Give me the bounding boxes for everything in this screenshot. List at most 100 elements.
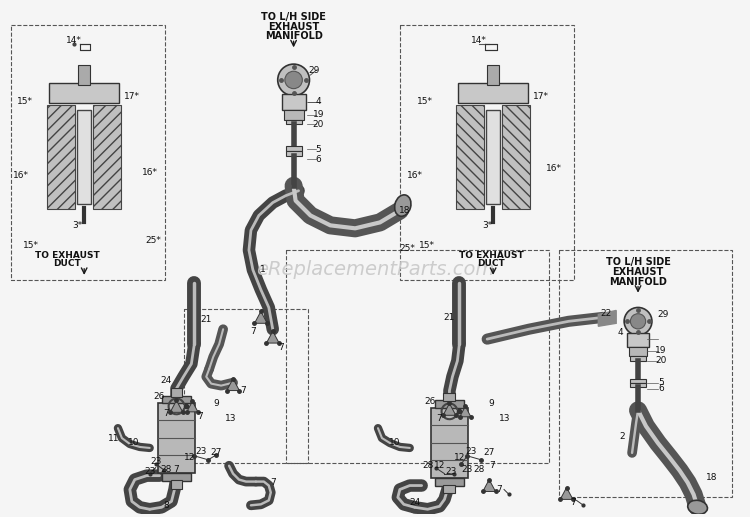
Bar	[629, 347, 647, 356]
Bar	[284, 110, 304, 119]
Text: 10: 10	[128, 438, 140, 448]
Bar	[559, 250, 732, 497]
Text: 6: 6	[316, 155, 321, 163]
Text: MANIFOLD: MANIFOLD	[609, 277, 667, 287]
Bar	[400, 24, 574, 280]
Bar	[47, 104, 75, 208]
Bar	[184, 310, 308, 463]
Text: 7: 7	[250, 327, 256, 336]
Text: 16*: 16*	[13, 172, 28, 180]
Bar	[170, 388, 182, 397]
Text: 10: 10	[389, 438, 400, 448]
Text: 14*: 14*	[471, 36, 488, 45]
Text: 24: 24	[160, 376, 171, 385]
Ellipse shape	[394, 195, 411, 216]
Bar	[286, 119, 302, 125]
Text: 7: 7	[278, 343, 284, 352]
Text: 2: 2	[620, 432, 625, 440]
Text: 7: 7	[240, 386, 246, 395]
Text: 5: 5	[316, 145, 321, 154]
Text: TO L/H SIDE: TO L/H SIDE	[605, 257, 670, 267]
Bar	[630, 383, 646, 387]
Bar	[630, 356, 646, 361]
Text: 26: 26	[424, 397, 435, 406]
Bar	[443, 392, 455, 401]
Bar	[486, 110, 500, 204]
Polygon shape	[187, 401, 198, 412]
Bar	[50, 83, 119, 103]
Text: TO L/H SIDE: TO L/H SIDE	[261, 11, 326, 22]
Text: TO EXHAUST: TO EXHAUST	[459, 251, 524, 260]
Text: eReplacementParts.com: eReplacementParts.com	[256, 261, 494, 279]
Text: 25*: 25*	[146, 236, 161, 245]
Bar	[10, 24, 164, 280]
Text: 11: 11	[108, 434, 120, 443]
Text: 14*: 14*	[66, 36, 82, 45]
Text: 27: 27	[211, 448, 222, 458]
Text: 7: 7	[270, 478, 276, 487]
Text: DUCT: DUCT	[53, 260, 81, 268]
Text: 22: 22	[601, 309, 612, 318]
Text: 26: 26	[153, 392, 164, 401]
Bar	[434, 478, 464, 485]
Bar	[286, 250, 549, 463]
Text: 21: 21	[444, 313, 455, 322]
Text: 15*: 15*	[22, 240, 38, 250]
Polygon shape	[483, 480, 496, 492]
Text: 28: 28	[160, 465, 171, 474]
Bar	[488, 65, 499, 85]
Text: 7: 7	[164, 409, 170, 418]
Text: 17*: 17*	[124, 92, 140, 101]
Text: 3*: 3*	[72, 221, 82, 230]
Bar	[286, 151, 302, 156]
Text: 1: 1	[260, 265, 266, 275]
Bar	[170, 480, 182, 489]
Text: 23: 23	[466, 447, 477, 457]
Bar	[78, 65, 90, 85]
Bar	[502, 104, 530, 208]
Bar	[286, 146, 302, 151]
Text: 29: 29	[657, 310, 668, 319]
Circle shape	[624, 308, 652, 335]
Text: 7: 7	[571, 498, 577, 507]
Text: 16*: 16*	[406, 172, 423, 180]
Ellipse shape	[688, 500, 707, 514]
Text: 28: 28	[473, 465, 485, 474]
Bar	[161, 473, 191, 481]
Bar	[457, 104, 484, 208]
Text: 27: 27	[484, 448, 495, 458]
Text: 9: 9	[488, 399, 494, 408]
Text: 19: 19	[313, 110, 324, 119]
Text: 7: 7	[436, 414, 442, 423]
Text: 24: 24	[409, 498, 420, 507]
Text: 23: 23	[196, 447, 207, 457]
Polygon shape	[254, 311, 267, 323]
Text: TO EXHAUST: TO EXHAUST	[35, 251, 100, 260]
Bar	[158, 403, 195, 473]
Bar	[282, 94, 305, 110]
Text: 29: 29	[309, 66, 320, 74]
Polygon shape	[266, 331, 279, 343]
Bar	[430, 408, 468, 478]
Text: 23: 23	[144, 467, 155, 476]
Bar	[443, 484, 455, 493]
Polygon shape	[170, 401, 183, 413]
Bar	[93, 104, 121, 208]
Text: 6: 6	[658, 384, 664, 393]
Text: 23: 23	[150, 458, 161, 466]
Text: 12: 12	[433, 461, 445, 470]
Circle shape	[278, 64, 310, 96]
Text: 13: 13	[225, 414, 237, 423]
Text: 8: 8	[164, 501, 170, 510]
Bar	[627, 333, 649, 347]
Text: 7: 7	[496, 485, 502, 494]
Text: 9: 9	[213, 399, 219, 408]
Text: 3*: 3*	[482, 221, 492, 230]
Polygon shape	[443, 403, 456, 415]
Text: EXHAUST: EXHAUST	[613, 267, 664, 277]
Text: 25*: 25*	[400, 244, 416, 253]
Polygon shape	[226, 378, 239, 390]
Polygon shape	[598, 310, 616, 326]
Text: 16*: 16*	[142, 169, 158, 177]
Circle shape	[285, 71, 302, 88]
